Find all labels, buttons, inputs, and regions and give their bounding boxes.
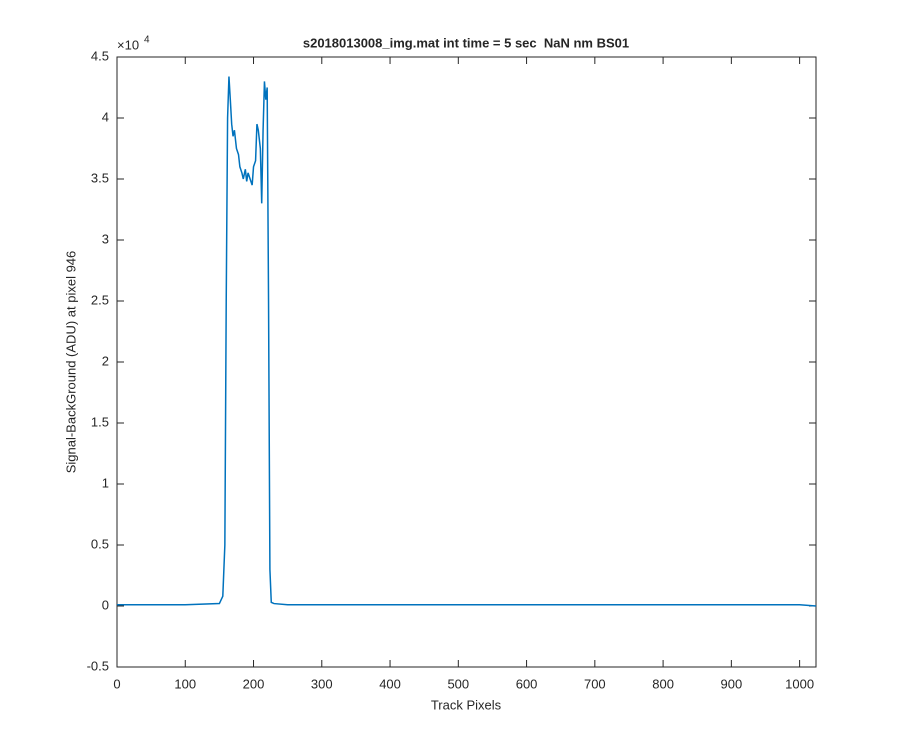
y-scale-label: ×10	[117, 37, 139, 52]
x-axis-label: Track Pixels	[431, 697, 502, 712]
x-tick-label: 900	[721, 676, 743, 691]
y-tick-label: 3.5	[91, 170, 109, 185]
y-tick-label: 3	[102, 231, 109, 246]
y-tick-label: 1.5	[91, 414, 109, 429]
y-tick-label: 4	[102, 109, 109, 124]
chart-title: s2018013008_img.mat int time = 5 sec NaN…	[303, 35, 629, 50]
x-tick-label: 700	[584, 676, 606, 691]
x-tick-label: 200	[243, 676, 265, 691]
x-tick-label: 500	[447, 676, 469, 691]
data-line	[117, 76, 817, 607]
x-tick-label: 100	[174, 676, 196, 691]
y-axis-label: Signal-BackGround (ADU) at pixel 946	[63, 251, 78, 474]
y-tick-label: 2.5	[91, 292, 109, 307]
y-tick-label: 4.5	[91, 48, 109, 63]
y-tick-label: -0.5	[87, 658, 109, 673]
x-tick-label: 1000	[785, 676, 814, 691]
y-tick-label: 0	[102, 597, 109, 612]
x-tick-label: 600	[516, 676, 538, 691]
y-tick-label: 2	[102, 353, 109, 368]
y-tick-label: 1	[102, 475, 109, 490]
x-tick-label: 0	[113, 676, 120, 691]
x-tick-label: 300	[311, 676, 333, 691]
y-scale-exponent: 4	[144, 35, 150, 46]
plot-box	[116, 56, 817, 668]
x-tick-label: 800	[652, 676, 674, 691]
x-tick-label: 400	[379, 676, 401, 691]
y-tick-label: 0.5	[91, 536, 109, 551]
